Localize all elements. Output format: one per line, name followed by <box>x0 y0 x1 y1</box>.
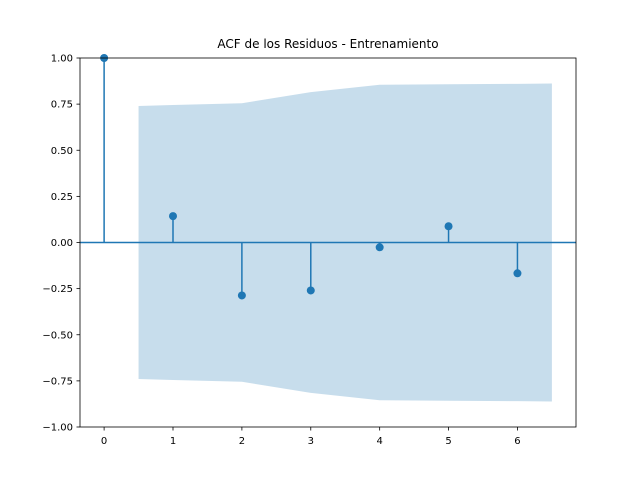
y-tick-label: 0.00 <box>51 238 73 249</box>
x-tick-label: 3 <box>308 436 314 447</box>
x-tick-label: 5 <box>445 436 451 447</box>
y-tick-label: −0.25 <box>42 284 73 295</box>
acf-point <box>306 286 315 295</box>
acf-point <box>513 269 522 278</box>
acf-point <box>444 222 453 231</box>
x-tick-label: 4 <box>376 436 382 447</box>
y-tick-label: 0.75 <box>51 100 73 111</box>
y-tick-label: 1.00 <box>51 54 73 65</box>
x-tick-label: 2 <box>239 436 245 447</box>
y-tick-label: 0.25 <box>51 192 73 203</box>
acf-point <box>169 212 177 221</box>
y-tick-label: −1.00 <box>42 423 73 434</box>
plot-area <box>80 54 576 402</box>
x-tick-label: 0 <box>101 436 107 447</box>
acf-point <box>375 243 384 252</box>
axes: 0 1 2 3 4 5 6 −1.00 −0.75 −0.50 −0.25 0.00 0.25 0.50 0… <box>42 54 577 447</box>
y-tick-label: −0.50 <box>42 330 73 341</box>
x-tick-label: 1 <box>170 436 176 447</box>
chart-title: ACF de los Residuos - Entrenamiento <box>217 37 438 51</box>
acf-point <box>237 291 246 300</box>
y-tick-label: −0.75 <box>42 376 73 387</box>
y-tick-label: 0.50 <box>51 146 73 157</box>
x-tick-label: 6 <box>514 436 520 447</box>
